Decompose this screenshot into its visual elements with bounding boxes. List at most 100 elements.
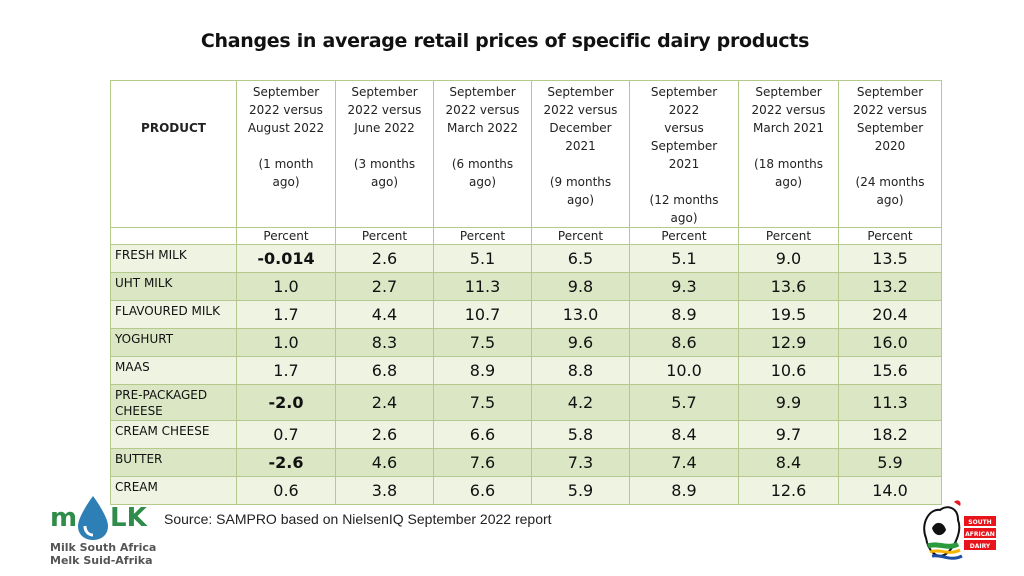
- value-cell: 6.6: [433, 420, 532, 449]
- product-name: FLAVOURED MILK: [110, 300, 237, 329]
- value-cell: 13.0: [531, 300, 630, 329]
- product-name: UHT MILK: [110, 272, 237, 301]
- value-cell: -2.6: [236, 448, 336, 477]
- value-cell: 10.6: [738, 356, 839, 385]
- logo-band-3: [964, 540, 996, 550]
- logo-right-line1: SOUTH: [968, 519, 991, 526]
- value-cell: 2.6: [335, 244, 434, 273]
- value-cell: 2.6: [335, 420, 434, 449]
- value-cell: -0.014: [236, 244, 336, 273]
- logo-band-2: [964, 528, 996, 538]
- unit-label: Percent: [236, 227, 336, 245]
- unit-label: Percent: [335, 227, 434, 245]
- value-cell: 1.7: [236, 356, 336, 385]
- unit-label: Percent: [629, 227, 739, 245]
- product-name: BUTTER: [110, 448, 237, 477]
- value-cell: 6.8: [335, 356, 434, 385]
- value-cell: 9.9: [738, 384, 839, 421]
- milk-south-africa-logo: m LK Milk South Africa Melk Suid-Afrika: [50, 496, 156, 566]
- value-cell: 16.0: [838, 328, 942, 357]
- unit-label: Percent: [838, 227, 942, 245]
- unit-label: Percent: [531, 227, 630, 245]
- product-name: PRE-PACKAGED CHEESE: [110, 384, 237, 421]
- value-cell: 13.6: [738, 272, 839, 301]
- product-column-header: PRODUCT: [110, 80, 237, 228]
- percent-spacer-cell: [110, 227, 237, 245]
- value-cell: 3.8: [335, 476, 434, 505]
- value-cell: 11.3: [433, 272, 532, 301]
- value-cell: 8.4: [629, 420, 739, 449]
- column-header: September 2022 versus August 2022 (1 mon…: [236, 80, 336, 228]
- table-row: MAAS 1.7 6.8 8.9 8.8 10.0 10.6 15.6: [110, 356, 942, 385]
- value-cell: 12.6: [738, 476, 839, 505]
- logo-lk-glyph: LK: [110, 503, 148, 533]
- value-cell: 0.6: [236, 476, 336, 505]
- value-cell: 15.6: [838, 356, 942, 385]
- value-cell: 7.6: [433, 448, 532, 477]
- value-cell: 7.5: [433, 328, 532, 357]
- value-cell: 8.8: [531, 356, 630, 385]
- value-cell: 9.0: [738, 244, 839, 273]
- value-cell: 6.5: [531, 244, 630, 273]
- column-header: September 2022 versus December 2021 (9 m…: [531, 80, 630, 228]
- table-row: CREAM CHEESE 0.7 2.6 6.6 5.8 8.4 9.7 18.2: [110, 420, 942, 449]
- value-cell: 9.7: [738, 420, 839, 449]
- value-cell: 18.2: [838, 420, 942, 449]
- value-cell: 4.2: [531, 384, 630, 421]
- value-cell: 8.9: [629, 476, 739, 505]
- page-title: Changes in average retail prices of spec…: [200, 30, 810, 52]
- value-cell: 9.6: [531, 328, 630, 357]
- value-cell: 7.5: [433, 384, 532, 421]
- value-cell: 5.8: [531, 420, 630, 449]
- value-cell: 10.0: [629, 356, 739, 385]
- table-row: YOGHURT 1.0 8.3 7.5 9.6 8.6 12.9 16.0: [110, 328, 942, 357]
- value-cell: 2.7: [335, 272, 434, 301]
- product-name: MAAS: [110, 356, 237, 385]
- product-name: FRESH MILK: [110, 244, 237, 273]
- value-cell: 1.0: [236, 328, 336, 357]
- value-cell: 11.3: [838, 384, 942, 421]
- unit-label: Percent: [738, 227, 839, 245]
- value-cell: 6.6: [433, 476, 532, 505]
- value-cell: 2.4: [335, 384, 434, 421]
- value-cell: 5.1: [629, 244, 739, 273]
- value-cell: 8.9: [629, 300, 739, 329]
- value-cell: 4.6: [335, 448, 434, 477]
- value-cell: 12.9: [738, 328, 839, 357]
- value-cell: 5.9: [531, 476, 630, 505]
- table-row: UHT MILK 1.0 2.7 11.3 9.8 9.3 13.6 13.2: [110, 272, 942, 301]
- column-header: September 2022 versus June 2022 (3 month…: [335, 80, 434, 228]
- value-cell: 5.1: [433, 244, 532, 273]
- value-cell: 0.7: [236, 420, 336, 449]
- column-header: September 2022 versus September 2021 (12…: [629, 80, 739, 228]
- product-name: YOGHURT: [110, 328, 237, 357]
- column-header: September 2022 versus March 2021 (18 mon…: [738, 80, 839, 228]
- value-cell: 8.6: [629, 328, 739, 357]
- south-african-dairy-logo: SOUTH AFRICAN DAIRY: [923, 500, 996, 560]
- table-row: BUTTER -2.6 4.6 7.6 7.3 7.4 8.4 5.9: [110, 448, 942, 477]
- value-cell: 1.0: [236, 272, 336, 301]
- value-cell: 4.4: [335, 300, 434, 329]
- source-note: Source: SAMPRO based on NielsenIQ Septem…: [164, 511, 552, 527]
- value-cell: 9.8: [531, 272, 630, 301]
- value-cell: 8.9: [433, 356, 532, 385]
- value-cell: 7.4: [629, 448, 739, 477]
- column-header: September 2022 versus September 2020 (24…: [838, 80, 942, 228]
- column-header: September 2022 versus March 2022 (6 mont…: [433, 80, 532, 228]
- logo-band-1: [964, 516, 996, 526]
- value-cell: 8.4: [738, 448, 839, 477]
- milk-drop-icon: [78, 496, 108, 540]
- value-cell: 14.0: [838, 476, 942, 505]
- value-cell: 5.9: [838, 448, 942, 477]
- product-name: CREAM CHEESE: [110, 420, 237, 449]
- price-change-table: PRODUCT September 2022 versus August 202…: [110, 80, 942, 505]
- value-cell: 9.3: [629, 272, 739, 301]
- value-cell: 5.7: [629, 384, 739, 421]
- value-cell: 13.2: [838, 272, 942, 301]
- unit-label: Percent: [433, 227, 532, 245]
- table-row: FRESH MILK -0.014 2.6 5.1 6.5 5.1 9.0 13.5: [110, 244, 942, 273]
- value-cell: 19.5: [738, 300, 839, 329]
- value-cell: 13.5: [838, 244, 942, 273]
- product-name: CREAM: [110, 476, 237, 505]
- value-cell: 8.3: [335, 328, 434, 357]
